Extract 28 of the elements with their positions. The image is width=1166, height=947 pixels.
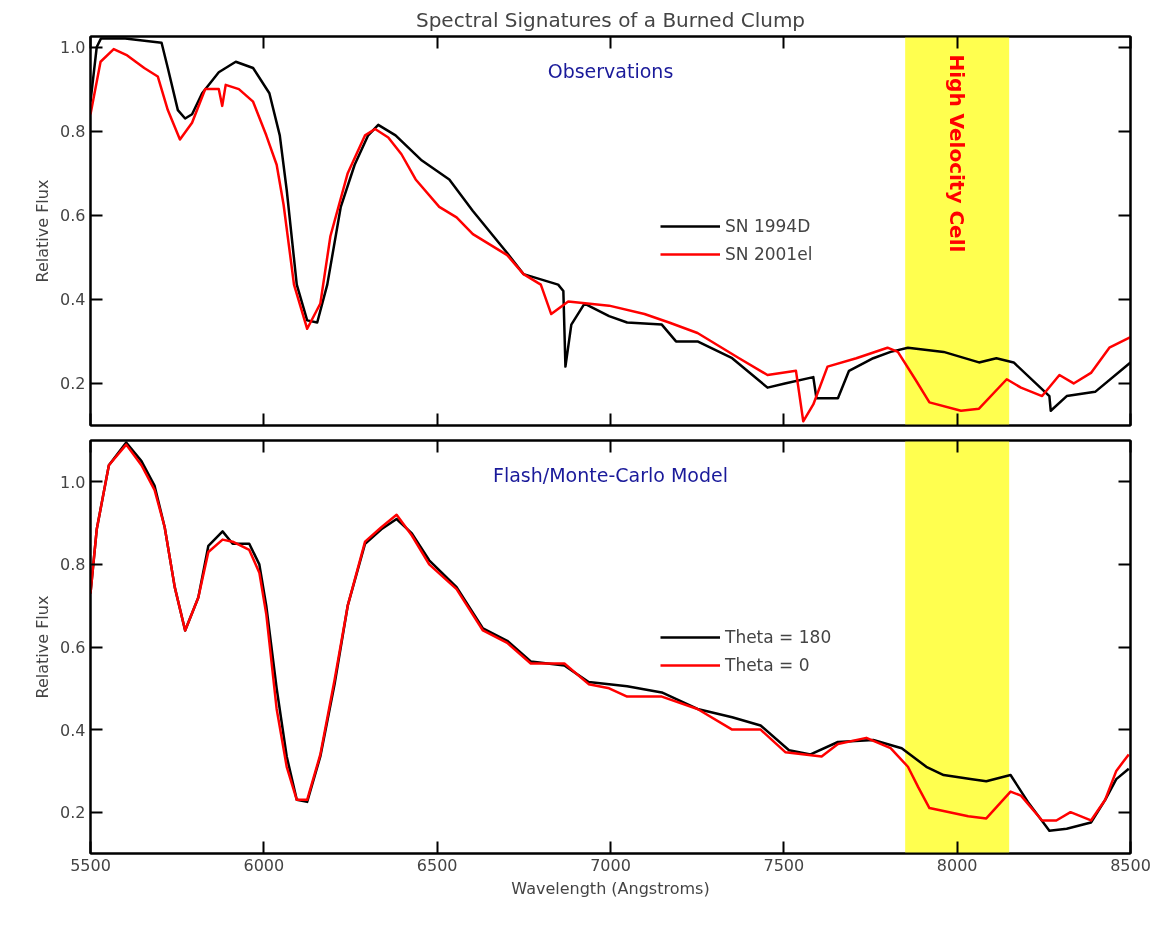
y-tick-label: 0.2 xyxy=(60,374,86,394)
y-tick-label: 0.2 xyxy=(60,803,86,823)
x-tick-label: 7500 xyxy=(763,855,805,875)
y-tick-label: 0.4 xyxy=(60,290,86,310)
band-label: High Velocity Cell xyxy=(945,54,970,253)
x-tick-label: 8000 xyxy=(936,855,978,875)
legend-label: SN 2001el xyxy=(725,244,813,264)
x-tick-label: 8500 xyxy=(1110,855,1151,875)
y-tick-label: 0.6 xyxy=(60,638,86,657)
legend-label: SN 1994D xyxy=(725,216,811,236)
y-tick-label: 0.4 xyxy=(60,720,86,740)
y-axis-title: Relative Flux xyxy=(33,595,53,699)
x-axis-title: Wavelength (Angstroms) xyxy=(511,878,710,898)
x-tick-label: 6500 xyxy=(416,855,458,875)
legend-label: Theta = 180 xyxy=(725,627,832,647)
annotation: Flash/Monte-Carlo Model xyxy=(493,463,728,486)
y-tick-label: 0.6 xyxy=(60,206,86,226)
y-axis-title: Relative Flux xyxy=(33,179,53,283)
annotation: Observations xyxy=(547,59,674,82)
y-tick-label: 0.8 xyxy=(60,555,86,575)
y-tick-label: 0.8 xyxy=(60,122,86,142)
chart-title: Spectral Signatures of a Burned Clump xyxy=(415,7,806,32)
legend-label: Theta = 0 xyxy=(725,655,810,675)
y-tick-label: 1.0 xyxy=(60,472,86,492)
x-tick-label: 5500 xyxy=(70,855,111,875)
x-tick-label: 6000 xyxy=(243,855,285,875)
y-tick-label: 1.0 xyxy=(60,38,86,58)
x-tick-label: 7000 xyxy=(590,855,631,875)
